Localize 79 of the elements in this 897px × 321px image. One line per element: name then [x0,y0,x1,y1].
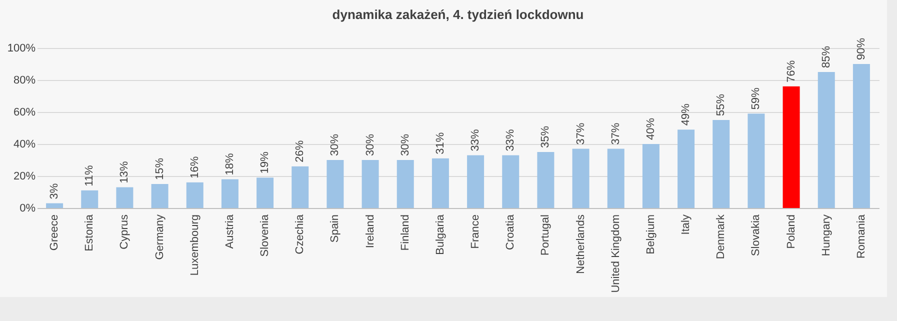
x-tick-label: Slovenia [259,214,272,257]
bar [537,152,554,208]
x-tick-label: Bulgaria [434,214,446,255]
y-tick-label: 60% [13,106,36,118]
x-tick-label: Slovakia [750,214,762,256]
bar [116,187,134,208]
data-label: 13% [118,160,131,184]
data-label: 15% [154,158,166,180]
data-label: 31% [434,132,446,154]
data-label: 35% [540,126,552,148]
x-tick-label: Spain [329,214,342,243]
x-tick-label: Cyprus [118,214,131,250]
bar [396,160,414,208]
y-tick-label: 40% [13,138,36,150]
data-label: 26% [294,140,306,162]
data-label: 76% [785,60,798,82]
bar [748,114,765,208]
x-tick-label: Denmark [715,214,728,260]
bar [467,155,484,208]
x-tick-label: Germany [154,214,166,260]
bar [782,86,800,208]
data-label: 18% [224,152,236,176]
data-label: 59% [750,87,762,110]
data-label: 19% [259,151,272,174]
chart-title: dynamika zakażeń, 4. tydzień lockdownu [332,6,584,22]
bar [852,64,870,208]
bar [642,144,660,208]
y-tick-label: 100% [7,42,36,54]
x-tick-label: Ireland [364,214,376,248]
bar [712,120,730,208]
bar [326,160,344,208]
data-label: 37% [610,122,622,145]
x-tick-label: Romania [855,214,868,259]
data-label: 30% [329,134,342,156]
x-tick-label: Finland [399,214,412,251]
bar [151,184,168,208]
data-label: 33% [504,128,517,152]
x-tick-label: Hungary [820,214,832,256]
x-tick-label: Croatia [504,214,517,250]
bar [818,72,835,208]
x-tick-label: Poland [785,214,798,249]
x-tick-label: Luxembourg [188,214,201,276]
bar [432,158,449,208]
x-tick-label: Czechia [294,214,306,254]
x-tick-label: Greece [48,214,61,251]
bar [502,155,520,208]
bar [186,182,204,208]
data-label: 11% [84,164,96,186]
x-tick-label: Netherlands [574,214,587,274]
x-tick-label: Portugal [540,214,552,256]
data-label: 30% [364,134,376,156]
data-label: 30% [399,134,412,156]
data-label: 37% [574,122,587,145]
bar [292,166,309,208]
data-label: 16% [188,156,201,178]
bar [678,130,695,208]
data-label: 55% [715,94,728,116]
bar [221,179,238,208]
bar [46,203,64,208]
y-tick-label: 80% [13,74,36,86]
x-tick-label: France [470,214,482,249]
bar [607,148,624,208]
bar [81,190,98,208]
y-tick-label: 0% [20,202,36,214]
data-label: 40% [644,118,657,140]
x-tick-label: Austria [224,214,236,249]
data-label: 85% [820,46,832,68]
bar [256,178,274,208]
data-label: 33% [470,128,482,152]
y-tick-label: 20% [13,170,36,182]
data-label: 3% [48,183,61,200]
x-tick-label: Estonia [84,214,96,252]
bar [572,148,590,208]
x-tick-label: Belgium [644,214,657,254]
data-label: 49% [680,103,692,126]
x-tick-label: United Kingdom [610,214,622,293]
x-tick-label: Italy [680,214,692,235]
data-label: 90% [855,38,868,60]
bar [362,160,379,208]
